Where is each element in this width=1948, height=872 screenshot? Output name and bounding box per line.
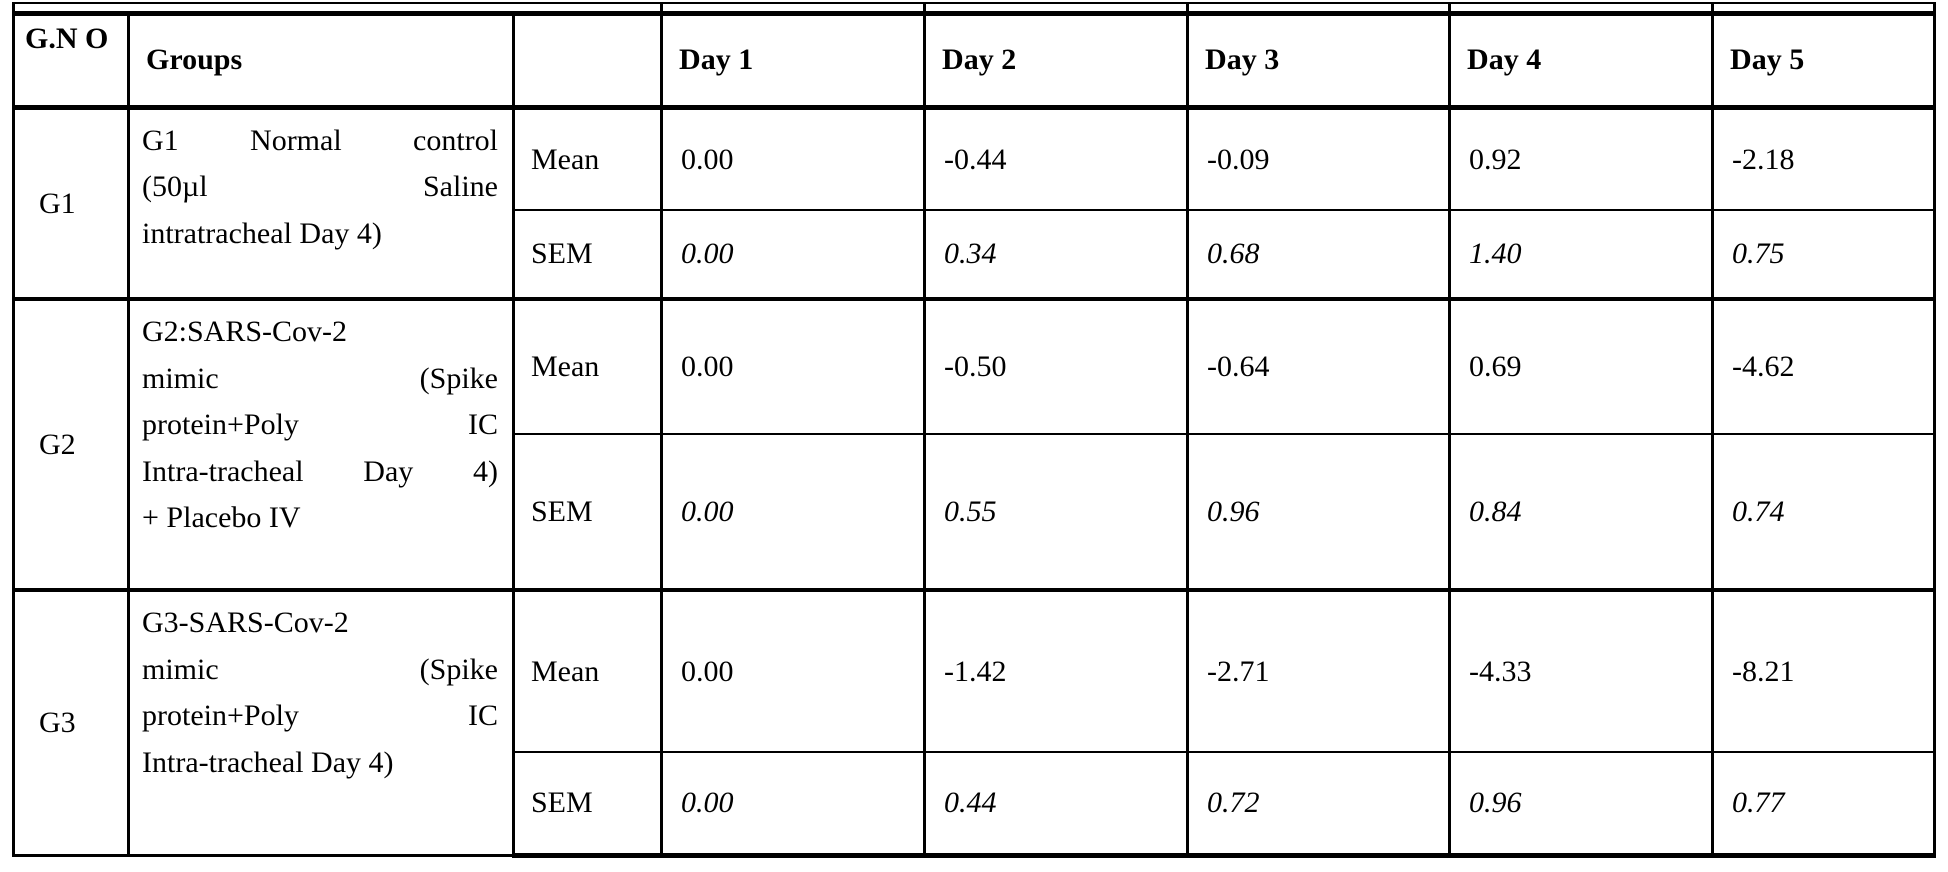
col-header-day2: Day 2 xyxy=(923,10,1190,110)
stat-label-cell: Mean xyxy=(511,297,664,435)
mean-value-cell: -2.71 xyxy=(1186,588,1452,753)
col-header-stat xyxy=(511,10,664,110)
group-id-cell: G1 xyxy=(12,105,130,301)
group-desc-cell: G3-SARS-Cov-2 mimic (Spike protein+Poly IC… xyxy=(127,588,515,857)
sem-value-cell: 0.96 xyxy=(1186,433,1452,592)
col-header-day3: Day 3 xyxy=(1186,10,1452,110)
mean-value-cell: -0.50 xyxy=(923,297,1190,435)
mean-value-cell: -8.21 xyxy=(1711,588,1937,753)
mean-value-cell: -2.18 xyxy=(1711,105,1937,211)
mean-value-cell: 0.00 xyxy=(660,588,927,753)
sliver-cell xyxy=(660,2,925,13)
sem-value-cell: 0.74 xyxy=(1711,433,1937,592)
mean-value-cell: -4.33 xyxy=(1448,588,1715,753)
cropped-row-sliver xyxy=(11,2,1937,13)
col-header-day5: Day 5 xyxy=(1711,10,1937,110)
sliver-cell xyxy=(11,2,662,13)
stat-label-cell: Mean xyxy=(511,105,664,211)
sem-value-cell: 0.96 xyxy=(1448,751,1715,858)
sliver-cell xyxy=(1711,2,1937,13)
group-id-cell: G2 xyxy=(12,297,130,592)
g3-sem-row: SEM 0.00 0.44 0.72 0.96 0.77 xyxy=(14,751,1937,858)
mean-value-cell: 0.92 xyxy=(1448,105,1715,211)
mean-value-cell: -0.09 xyxy=(1186,105,1452,211)
mean-value-cell: -0.64 xyxy=(1186,297,1452,435)
sem-value-cell: 1.40 xyxy=(1448,209,1715,301)
header-row: G.N O Groups Day 1 Day 2 Day 3 Day 4 Day… xyxy=(12,10,1937,110)
g3-mean-row: G3 G3-SARS-Cov-2 mimic (Spike protein+Poly… xyxy=(12,588,1937,857)
sem-value-cell: 0.75 xyxy=(1711,209,1937,301)
g1-mean-row: G1 G1 Normal control (50µl Saline intratra… xyxy=(12,105,1937,301)
g2-sem-row: SEM 0.00 0.55 0.96 0.84 0.74 xyxy=(14,433,1937,592)
mean-value-cell: 0.00 xyxy=(660,105,927,211)
sem-value-cell: 0.84 xyxy=(1448,433,1715,592)
col-header-day1: Day 1 xyxy=(660,10,927,110)
col-header-day4: Day 4 xyxy=(1448,10,1715,110)
g2-mean-row: G2 G2:SARS-Cov-2 mimic (Spike protein+Poly… xyxy=(12,297,1937,592)
sem-value-cell: 0.00 xyxy=(660,433,927,592)
group-desc-cell: G1 Normal control (50µl Saline intratrache… xyxy=(127,105,515,301)
col-header-groups: Groups xyxy=(127,10,515,110)
sem-value-cell: 0.34 xyxy=(923,209,1190,301)
stat-label-cell: SEM xyxy=(511,209,664,301)
g1-sem-row: SEM 0.00 0.34 0.68 1.40 0.75 xyxy=(14,209,1937,301)
sem-value-cell: 0.55 xyxy=(923,433,1190,592)
sem-value-cell: 0.00 xyxy=(660,751,927,858)
sliver-cell xyxy=(1448,2,1713,13)
mean-value-cell: 0.69 xyxy=(1448,297,1715,435)
sem-value-cell: 0.44 xyxy=(923,751,1190,858)
group-id-cell: G3 xyxy=(12,588,130,857)
stat-label-cell: SEM xyxy=(511,433,664,592)
mean-value-cell: 0.00 xyxy=(660,297,927,435)
study-data-table: G.N O Groups Day 1 Day 2 Day 3 Day 4 Day… xyxy=(11,2,1937,858)
mean-value-cell: -0.44 xyxy=(923,105,1190,211)
stat-label-cell: SEM xyxy=(511,751,664,858)
sem-value-cell: 0.68 xyxy=(1186,209,1452,301)
sem-value-cell: 0.00 xyxy=(660,209,927,301)
sem-value-cell: 0.77 xyxy=(1711,751,1937,858)
col-header-gno: G.N O xyxy=(12,10,130,110)
sliver-cell xyxy=(1186,2,1450,13)
mean-value-cell: -1.42 xyxy=(923,588,1190,753)
group-desc-cell: G2:SARS-Cov-2 mimic (Spike protein+Poly IC… xyxy=(127,297,515,592)
stat-label-cell: Mean xyxy=(511,588,664,753)
mean-value-cell: -4.62 xyxy=(1711,297,1937,435)
sliver-cell xyxy=(923,2,1188,13)
sem-value-cell: 0.72 xyxy=(1186,751,1452,858)
